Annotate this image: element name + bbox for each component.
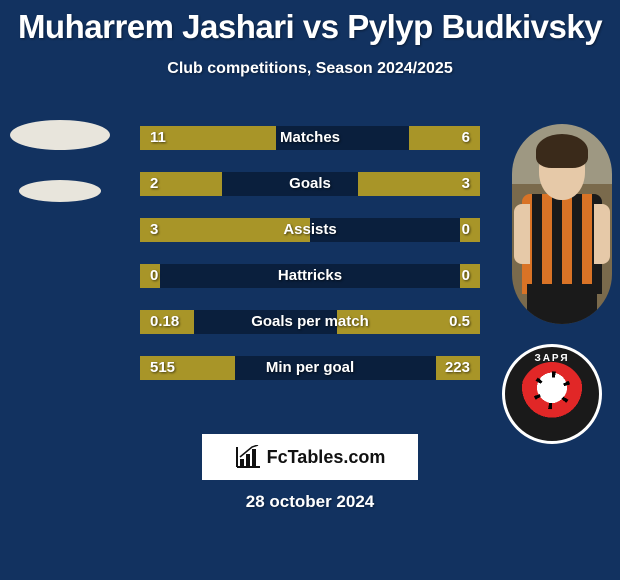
stat-value-right: 0.5 [449,310,470,334]
stat-label: Matches [140,126,480,150]
player-shorts [527,284,597,324]
stat-value-left: 3 [150,218,158,242]
player-jersey [522,194,602,294]
stat-value-left: 11 [150,126,166,150]
stat-value-right: 0 [462,218,470,242]
stat-value-left: 0.18 [150,310,179,334]
stat-label: Hattricks [140,264,480,288]
player-left-placeholder [10,120,110,320]
stat-row: Min per goal515 223 [140,356,480,380]
placeholder-ellipse [10,120,110,150]
footer-date: 28 october 2024 [0,492,620,512]
subtitle: Club competitions, Season 2024/2025 [0,60,620,78]
stat-row: Goals per match0.18 0.5 [140,310,480,334]
stat-value-left: 2 [150,172,158,196]
player-right-photo [512,124,612,324]
badge-ball-icon [533,371,571,409]
stats-comparison: Matches116Goals23Assists30Hattricks00Goa… [140,126,480,402]
badge-inner [520,362,584,426]
logo-box: FcTables.com [202,434,418,480]
stat-value-left: 515 [150,356,175,380]
stat-value-right: 0 [462,264,470,288]
stat-label: Goals [140,172,480,196]
stat-value-right: 223 [445,356,470,380]
page-title: Muharrem Jashari vs Pylyp Budkivsky [0,0,620,46]
club-badge-right: ЗАРЯ [502,344,602,444]
stat-row: Assists3 0 [140,218,480,242]
stat-label: Min per goal [140,356,480,380]
stat-row: Hattricks0 0 [140,264,480,288]
stat-label: Goals per match [140,310,480,334]
stat-row: Matches11 6 [140,126,480,150]
stat-value-right: 6 [462,126,470,150]
placeholder-ellipse [19,180,101,202]
stat-label: Assists [140,218,480,242]
player-arm [514,204,530,264]
player-hair [536,134,588,168]
stat-value-right: 3 [462,172,470,196]
player-arm [594,204,610,264]
logo-text: FcTables.com [267,447,386,468]
stat-value-left: 0 [150,264,158,288]
stat-row: Goals2 3 [140,172,480,196]
chart-icon [235,445,261,469]
